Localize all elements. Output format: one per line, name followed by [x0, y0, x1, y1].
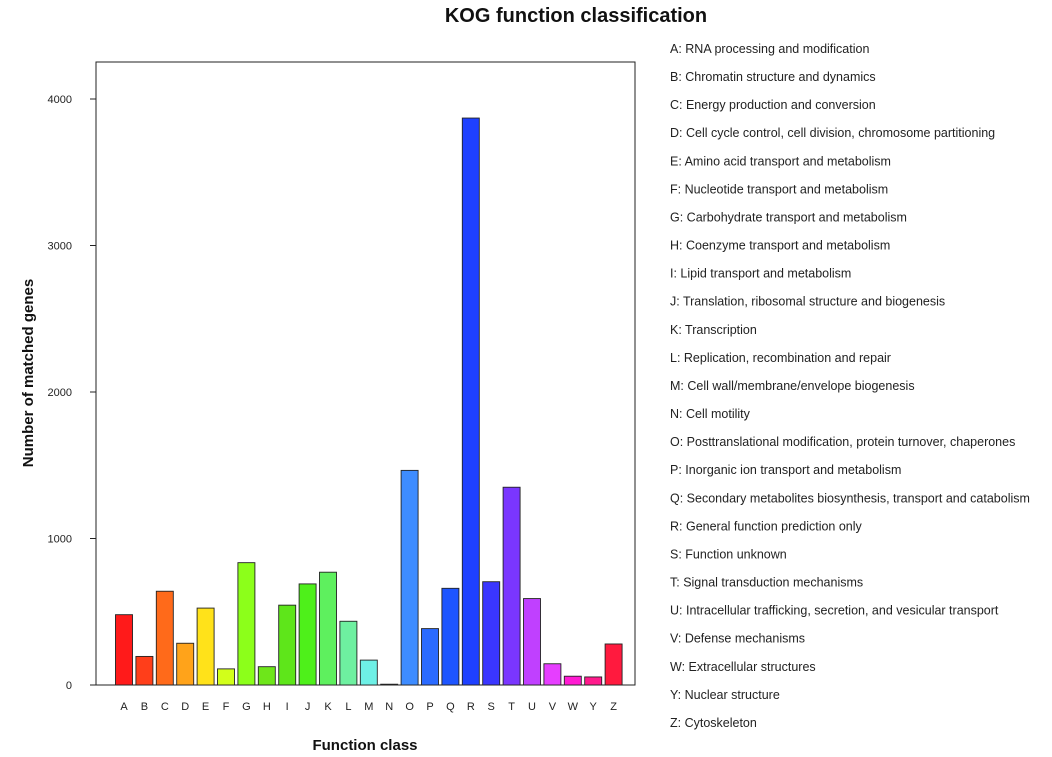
x-tick-label: U — [528, 701, 536, 713]
bar-g — [237, 562, 256, 686]
bar-n — [380, 683, 399, 686]
bar-j — [298, 583, 317, 686]
bars — [115, 117, 623, 686]
legend-item: M: Cell wall/membrane/envelope biogenesi… — [670, 379, 915, 393]
legend-item: L: Replication, recombination and repair — [670, 351, 891, 365]
x-tick-label: G — [242, 701, 251, 713]
y-axis-title: Number of matched genes — [20, 279, 37, 467]
y-axis: 0 1000 2000 3000 4000 — [48, 94, 96, 692]
x-tick-label: J — [305, 701, 311, 713]
x-tick-label: L — [345, 701, 351, 713]
legend-item: G: Carbohydrate transport and metabolism — [670, 210, 907, 224]
bar-k — [319, 571, 337, 686]
bar-a — [115, 614, 133, 686]
plot-frame — [95, 61, 636, 686]
bar-p — [421, 628, 439, 686]
legend-item: C: Energy production and conversion — [670, 98, 876, 112]
bar-s — [482, 581, 501, 686]
bar-y — [584, 676, 603, 686]
legend-item: U: Intracellular trafficking, secretion,… — [670, 604, 999, 618]
bar-q — [441, 587, 460, 686]
bar-m — [359, 659, 378, 686]
bar-r — [461, 117, 480, 686]
legend-item: Z: Cytoskeleton — [670, 716, 757, 730]
x-tick-label: D — [181, 701, 189, 713]
x-axis-title: Function class — [312, 737, 417, 754]
legend-item: P: Inorganic ion transport and metabolis… — [670, 463, 901, 477]
bar-b — [135, 655, 154, 686]
legend-item: T: Signal transduction mechanisms — [670, 576, 863, 590]
bar-v — [543, 663, 562, 686]
bar-h — [257, 666, 276, 686]
legend: A: RNA processing and modification B: Chr… — [670, 42, 1030, 730]
legend-item: K: Transcription — [670, 323, 757, 337]
legend-item: Y: Nuclear structure — [670, 688, 780, 702]
legend-item: H: Coenzyme transport and metabolism — [670, 239, 890, 253]
legend-item: F: Nucleotide transport and metabolism — [670, 182, 888, 196]
y-tick-label: 0 — [66, 680, 72, 692]
bar-l — [339, 620, 358, 686]
legend-item: O: Posttranslational modification, prote… — [670, 435, 1015, 449]
x-tick-label: V — [549, 701, 557, 713]
x-tick-label: F — [223, 701, 230, 713]
legend-item: J: Translation, ribosomal structure and … — [670, 295, 945, 309]
legend-item: I: Lipid transport and metabolism — [670, 267, 851, 281]
y-tick-label: 1000 — [48, 534, 72, 546]
x-tick-label: S — [488, 701, 495, 713]
y-tick-label: 4000 — [48, 94, 72, 106]
bar-e — [196, 607, 215, 686]
x-tick-label: N — [385, 701, 393, 713]
legend-item: R: General function prediction only — [670, 519, 863, 533]
x-tick-label: H — [263, 701, 271, 713]
y-tick-label: 3000 — [48, 241, 72, 253]
x-tick-label: I — [286, 701, 289, 713]
bar-w — [563, 675, 582, 686]
legend-item: E: Amino acid transport and metabolism — [670, 154, 891, 168]
x-tick-label: Q — [446, 701, 455, 713]
y-tick-label: 2000 — [48, 387, 72, 399]
x-tick-label: Z — [610, 701, 617, 713]
legend-item: D: Cell cycle control, cell division, ch… — [670, 126, 995, 140]
legend-item: B: Chromatin structure and dynamics — [670, 70, 876, 84]
legend-item: W: Extracellular structures — [670, 660, 816, 674]
legend-item: Q: Secondary metabolites biosynthesis, t… — [670, 491, 1030, 505]
chart-title: KOG function classification — [445, 5, 707, 27]
x-tick-label: W — [568, 701, 579, 713]
x-tick-label: K — [324, 701, 332, 713]
legend-item: A: RNA processing and modification — [670, 42, 869, 56]
x-tick-label: A — [120, 701, 128, 713]
legend-item: N: Cell motility — [670, 407, 751, 421]
bar-d — [176, 642, 195, 686]
x-tick-label: Y — [590, 701, 598, 713]
x-tick-label: M — [364, 701, 373, 713]
x-tick-label: C — [161, 701, 169, 713]
bar-z — [604, 643, 623, 686]
legend-item: S: Function unknown — [670, 547, 787, 561]
x-tick-label: E — [202, 701, 209, 713]
bar-t — [502, 486, 521, 686]
bar-f — [217, 668, 235, 686]
bar-o — [400, 469, 419, 686]
bar-c — [155, 590, 174, 686]
bar-u — [523, 598, 541, 686]
x-tick-label: R — [467, 701, 475, 713]
x-tick-label: O — [405, 701, 414, 713]
x-tick-label: B — [141, 701, 148, 713]
x-tick-label: T — [508, 701, 515, 713]
legend-item: V: Defense mechanisms — [670, 632, 805, 646]
bar-i — [278, 604, 297, 686]
x-tick-label: P — [426, 701, 433, 713]
